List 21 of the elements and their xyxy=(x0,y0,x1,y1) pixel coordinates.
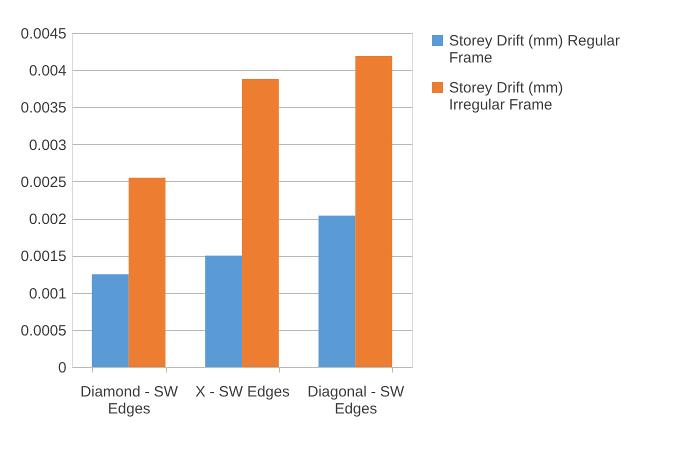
y-tick-label: 0 xyxy=(58,360,66,376)
y-tick-label: 0.001 xyxy=(28,285,66,302)
x-tick-label: Diagonal - SW Edges xyxy=(307,384,406,418)
bar xyxy=(205,256,242,367)
bar xyxy=(242,79,279,367)
y-tick-label: 0.0035 xyxy=(20,100,66,117)
legend-label: Storey Drift (mm) Regular Frame xyxy=(449,32,620,66)
y-tick-label: 0.0015 xyxy=(20,248,66,266)
y-tick-label: 0.0005 xyxy=(20,322,66,340)
y-tick-label: 0.0025 xyxy=(20,174,66,191)
bar xyxy=(128,178,166,367)
y-tick-label: 0.0045 xyxy=(20,26,66,42)
y-tick-label: 0.003 xyxy=(28,136,66,154)
bar xyxy=(318,216,356,367)
x-tick-label: X - SW Edges xyxy=(195,384,290,400)
y-tick-label: 0.002 xyxy=(28,211,66,228)
y-tick-label: 0.004 xyxy=(28,62,66,80)
bar xyxy=(355,56,392,367)
legend-label: Storey Drift (mm) Irregular Frame xyxy=(449,80,564,114)
x-tick-label: Diamond - SW Edges xyxy=(80,384,179,418)
bar xyxy=(92,274,129,367)
